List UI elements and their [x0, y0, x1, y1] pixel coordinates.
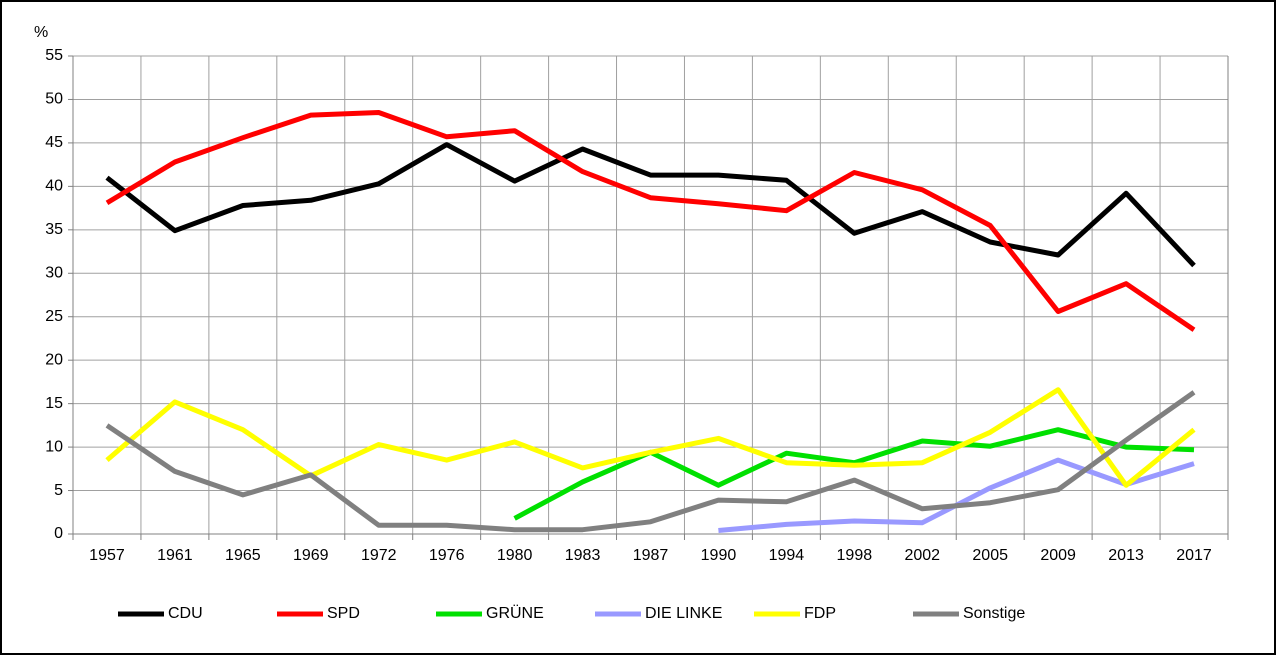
x-tick-label: 1961: [157, 547, 193, 564]
legend-label: CDU: [168, 605, 203, 622]
x-tick-label: 1976: [429, 547, 465, 564]
y-tick-label: 15: [45, 395, 63, 412]
y-tick-label: 40: [45, 178, 63, 195]
x-tick-label: 1994: [769, 547, 805, 564]
x-tick-label: 1990: [701, 547, 737, 564]
legend-label: GRÜNE: [486, 604, 544, 622]
x-tick-label: 1998: [837, 547, 873, 564]
x-tick-label: 1965: [225, 547, 261, 564]
series-line: [105, 142, 1196, 268]
x-tick-label: 1969: [293, 547, 329, 564]
x-tick-label: 2013: [1108, 547, 1144, 564]
legend-label: FDP: [804, 605, 836, 622]
x-tick-label: 2017: [1176, 547, 1212, 564]
x-tick-label: 1980: [497, 547, 533, 564]
x-tick-label: 1983: [565, 547, 601, 564]
y-tick-label: 0: [54, 525, 63, 542]
x-tick-label: 1972: [361, 547, 397, 564]
series-line: [105, 387, 1196, 488]
legend-label: DIE LINKE: [645, 605, 722, 622]
x-tick-label: 1957: [89, 547, 125, 564]
x-tick-label: 2009: [1040, 547, 1076, 564]
y-tick-label: 45: [45, 134, 63, 151]
y-tick-label: 50: [45, 91, 63, 108]
y-tick-label: 30: [45, 264, 63, 281]
series-line: [513, 427, 1195, 521]
x-tick-label: 2005: [972, 547, 1008, 564]
y-tick-label: 55: [45, 47, 63, 64]
y-axis-label: %: [34, 24, 48, 41]
y-tick-label: 35: [45, 221, 63, 238]
legend-label: Sonstige: [963, 605, 1025, 622]
series-line: [105, 110, 1196, 332]
y-tick-label: 5: [54, 482, 63, 499]
x-tick-label: 1987: [633, 547, 669, 564]
y-tick-label: 25: [45, 308, 63, 325]
y-tick-label: 20: [45, 351, 63, 368]
y-tick-label: 10: [45, 438, 63, 455]
x-tick-label: 2002: [904, 547, 940, 564]
series-line: [105, 390, 1196, 533]
legend-label: SPD: [327, 605, 360, 622]
